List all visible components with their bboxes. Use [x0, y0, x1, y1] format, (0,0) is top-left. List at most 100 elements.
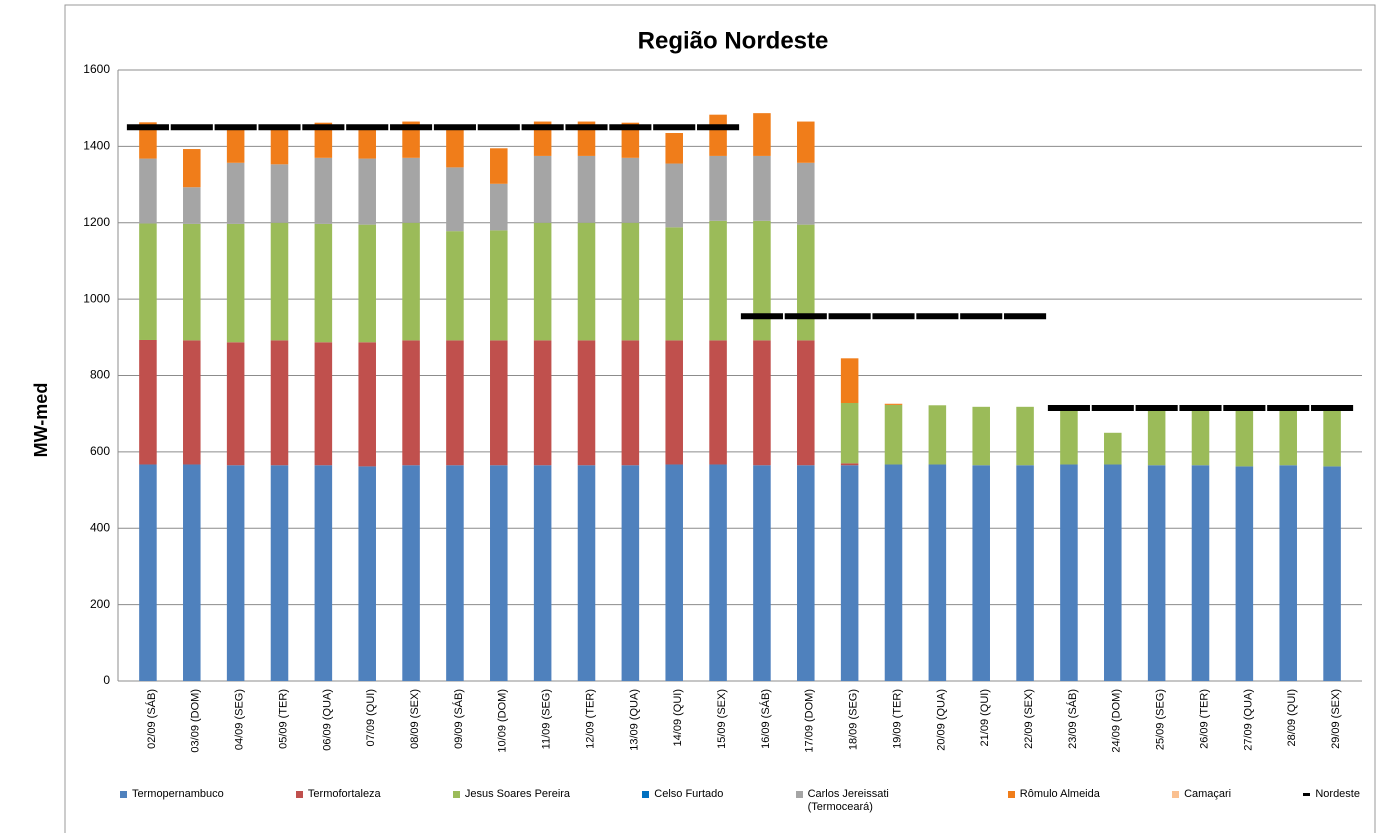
x-tick-label: 21/09 (QUI): [979, 689, 991, 746]
bar-segment: [621, 222, 640, 341]
bar-segment: [446, 167, 464, 232]
bar-segment: [884, 464, 903, 681]
bar-segment: [1147, 405, 1166, 466]
bar-segment: [753, 340, 771, 466]
legend-item: Carlos Jereissati (Termoceará): [795, 788, 936, 814]
bar-segment: [797, 465, 815, 681]
bar-segment: [665, 340, 683, 465]
legend-swatch: [452, 791, 460, 798]
x-tick-label: 27/09 (QUA): [1242, 689, 1254, 751]
bar-segment: [1235, 409, 1254, 467]
x-tick-label: 24/09 (DOM): [1111, 689, 1123, 753]
y-tick-label: 1400: [83, 139, 110, 153]
legend-item: Celso Furtado: [642, 788, 723, 814]
bar-segment: [490, 183, 508, 231]
x-tick-label: 15/09 (SEX): [716, 689, 728, 749]
x-tick-label: 08/09 (SEX): [409, 689, 421, 749]
bar-segment: [972, 406, 990, 466]
legend-swatch: [795, 791, 803, 798]
bar-segment: [621, 157, 640, 223]
y-axis-label: MW-med: [31, 383, 51, 458]
bar-segment: [139, 339, 157, 465]
bar-segment: [446, 127, 464, 168]
bar-segment: [533, 465, 552, 681]
bar-segment: [621, 122, 640, 158]
legend: Termopernambuco Termofortaleza Jesus Soare…: [120, 788, 1360, 814]
x-tick-label: 16/09 (SÁB): [759, 689, 772, 749]
bar-segment: [972, 465, 990, 681]
x-tick-label: 03/09 (DOM): [190, 689, 202, 753]
y-tick-label: 1200: [83, 215, 110, 229]
x-tick-label: 05/09 (TER): [277, 689, 289, 749]
bar-segment: [226, 162, 245, 224]
bar-segment: [139, 122, 157, 159]
bar-segment: [1104, 432, 1122, 465]
bar-segment: [314, 122, 333, 158]
x-tick-label: 23/09 (SÁB): [1066, 689, 1079, 749]
bar-segment: [884, 404, 903, 465]
y-tick-label: 800: [90, 368, 110, 382]
bar-segment: [797, 121, 815, 163]
bar-segment: [314, 342, 333, 466]
bar-segment: [621, 340, 640, 466]
bar-segment: [358, 342, 376, 467]
bar-segment: [709, 464, 727, 681]
bar-segment: [183, 464, 201, 681]
bar-segment: [183, 223, 201, 341]
bar-segment: [709, 220, 727, 341]
bar-segment: [797, 340, 815, 466]
bar-segment: [928, 464, 947, 681]
bar-segment: [577, 465, 596, 681]
bar-segment: [183, 149, 201, 188]
y-tick-label: 0: [103, 673, 110, 687]
bar-segment: [1191, 409, 1210, 466]
legend-swatch: [1007, 791, 1015, 798]
bar-segment: [840, 465, 859, 681]
legend-label: Jesus Soares Pereira: [464, 788, 571, 800]
bar-segment: [1104, 464, 1122, 681]
bar-segment: [577, 222, 596, 341]
chart-frame: [64, 4, 1376, 833]
bar-segment: [665, 163, 683, 228]
legend-item: Rômulo Almeida: [1007, 788, 1100, 814]
bar-segment: [270, 126, 289, 165]
x-tick-label: 13/09 (QUA): [628, 689, 640, 751]
bar-segment: [797, 162, 815, 225]
bar-segment: [226, 127, 245, 163]
bar-segment: [139, 158, 157, 224]
bar-segment: [358, 158, 376, 225]
bar-segment: [1060, 409, 1078, 465]
legend-swatch: [120, 791, 127, 798]
bar-segment: [270, 340, 289, 466]
legend-swatch: [1172, 791, 1180, 798]
legend-swatch: [642, 791, 650, 798]
y-tick-label: 1600: [83, 62, 110, 76]
bar-segment: [665, 464, 683, 681]
bar-segment: [840, 402, 859, 464]
bar-segment: [139, 223, 157, 340]
bar-segment: [490, 148, 508, 184]
bar-segment: [577, 155, 596, 223]
bar-segment: [226, 465, 245, 681]
bar-segment: [358, 127, 376, 159]
x-tick-label: 09/09 (SÁB): [452, 689, 465, 749]
legend-item: Nordeste: [1303, 788, 1360, 814]
bar-segment: [490, 465, 508, 681]
bar-segment: [533, 340, 552, 466]
bar-segment: [1323, 466, 1341, 681]
x-tick-label: 18/09 (SEG): [848, 689, 860, 750]
bar-segment: [1147, 465, 1166, 681]
bar-segment: [753, 220, 771, 341]
bar-segment: [709, 114, 727, 156]
bar-segment: [183, 340, 201, 465]
x-tick-label: 17/09 (DOM): [804, 689, 816, 753]
bar-segment: [1016, 406, 1034, 466]
bar-segment: [402, 465, 420, 681]
bar-segment: [402, 121, 420, 158]
x-tick-label: 19/09 (TER): [891, 689, 903, 749]
legend-item: Termopernambuco: [120, 788, 224, 814]
x-tick-label: 14/09 (QUI): [672, 689, 684, 746]
legend-label: Carlos Jereissati (Termoceará): [807, 788, 889, 813]
bar-segment: [446, 340, 464, 466]
